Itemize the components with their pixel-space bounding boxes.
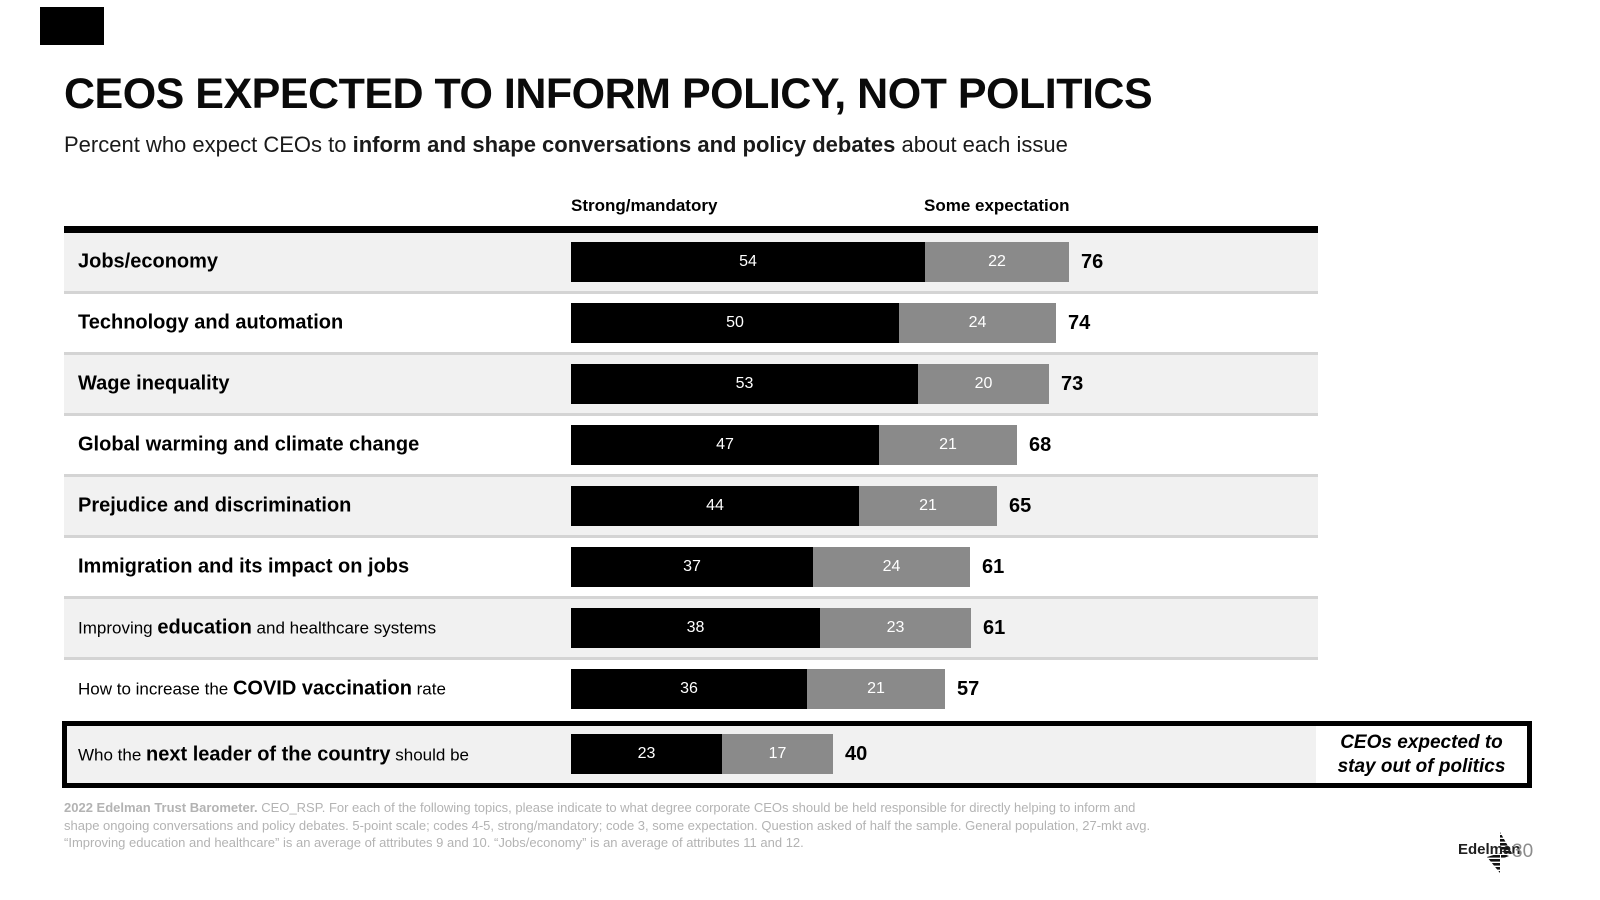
total-value: 65 bbox=[1009, 494, 1032, 517]
slide-title: CEOS EXPECTED TO INFORM POLICY, NOT POLI… bbox=[64, 70, 1153, 118]
category-label: Prejudice and discrimination bbox=[78, 494, 352, 517]
total-value: 68 bbox=[1029, 433, 1052, 456]
category-label: Who the next leader of the country shoul… bbox=[78, 743, 469, 766]
chart-rows: Jobs/economy 54 22 76 Technology and automat… bbox=[64, 233, 1318, 718]
bar-segment-some-expectation: 21 bbox=[859, 486, 997, 526]
callout-line2: stay out of politics bbox=[1337, 755, 1506, 777]
stacked-bar: 36 21 57 bbox=[571, 669, 979, 709]
callout-line1: CEOs expected to bbox=[1340, 731, 1503, 753]
callout-annotation: CEOs expected to stay out of politics bbox=[1316, 726, 1527, 783]
total-value: 61 bbox=[982, 555, 1005, 578]
row-divider bbox=[64, 474, 1318, 477]
stacked-bar: 37 24 61 bbox=[571, 547, 1004, 587]
row-divider bbox=[64, 291, 1318, 294]
chart-row: Technology and automation 50 24 74 bbox=[64, 294, 1318, 352]
row-divider bbox=[64, 535, 1318, 538]
footnote-line1: 2022 Edelman Trust Barometer. CEO_RSP. F… bbox=[64, 800, 1136, 815]
total-value: 76 bbox=[1081, 250, 1104, 273]
category-label: Immigration and its impact on jobs bbox=[78, 555, 410, 578]
category-label: Global warming and climate change bbox=[78, 433, 420, 456]
bar-segment-strong-mandatory: 53 bbox=[571, 364, 918, 404]
chart-row: Immigration and its impact on jobs 37 24 61 bbox=[64, 538, 1318, 596]
stacked-bar: 38 23 61 bbox=[571, 608, 1005, 648]
category-label: Improving education and healthcare syste… bbox=[78, 616, 437, 639]
category-label: Technology and automation bbox=[78, 311, 344, 334]
row-divider bbox=[64, 657, 1318, 660]
stacked-bar: 47 21 68 bbox=[571, 425, 1051, 465]
source-footnote: 2022 Edelman Trust Barometer. CEO_RSP. F… bbox=[64, 799, 1324, 852]
column-header-some-expectation: Some expectation bbox=[924, 196, 1070, 215]
slide-subtitle: Percent who expect CEOs to inform and sh… bbox=[64, 132, 1364, 158]
bar-segment-strong-mandatory: 38 bbox=[571, 608, 820, 648]
chart-row: Global warming and climate change 47 21 68 bbox=[64, 416, 1318, 474]
row-divider bbox=[64, 596, 1318, 599]
category-label: How to increase the COVID vaccination ra… bbox=[78, 677, 446, 700]
chart-row: Who the next leader of the country shoul… bbox=[67, 726, 1316, 784]
bar-segment-some-expectation: 24 bbox=[899, 303, 1056, 343]
stacked-bar: 23 17 40 bbox=[571, 734, 867, 774]
column-header-strong-mandatory: Strong/mandatory bbox=[571, 196, 718, 215]
row-divider bbox=[64, 352, 1318, 355]
bar-segment-some-expectation: 23 bbox=[820, 608, 971, 648]
subtitle-prefix: Percent who expect CEOs to bbox=[64, 132, 353, 157]
chart-row: Wage inequality 53 20 73 bbox=[64, 355, 1318, 413]
total-value: 61 bbox=[983, 616, 1006, 639]
subtitle-bold: inform and shape conversations and polic… bbox=[352, 132, 896, 157]
stacked-bar: 53 20 73 bbox=[571, 364, 1083, 404]
bar-segment-strong-mandatory: 36 bbox=[571, 669, 807, 709]
category-label: Jobs/economy bbox=[78, 250, 219, 273]
stacked-bar: 54 22 76 bbox=[571, 242, 1103, 282]
edelman-logo-text: Edelman bbox=[1458, 841, 1521, 858]
corner-logo-block bbox=[40, 7, 104, 45]
footnote-line2: shape ongoing conversations and policy d… bbox=[64, 817, 1151, 833]
bar-segment-strong-mandatory: 54 bbox=[571, 242, 925, 282]
subtitle-suffix: about each issue bbox=[895, 132, 1068, 157]
bar-segment-some-expectation: 20 bbox=[918, 364, 1049, 404]
bar-segment-some-expectation: 21 bbox=[807, 669, 945, 709]
bar-segment-some-expectation: 17 bbox=[722, 734, 833, 774]
bar-segment-strong-mandatory: 44 bbox=[571, 486, 859, 526]
row-divider bbox=[64, 413, 1318, 416]
chart-row-last: Who the next leader of the country shoul… bbox=[67, 726, 1316, 783]
page-number: 30 bbox=[1512, 841, 1534, 862]
total-value: 40 bbox=[845, 742, 868, 765]
bar-segment-strong-mandatory: 23 bbox=[571, 734, 722, 774]
total-value: 74 bbox=[1068, 311, 1091, 334]
total-value: 73 bbox=[1061, 372, 1084, 395]
bar-segment-some-expectation: 24 bbox=[813, 547, 970, 587]
bar-segment-some-expectation: 21 bbox=[879, 425, 1017, 465]
stacked-bar: 44 21 65 bbox=[571, 486, 1031, 526]
bar-segment-strong-mandatory: 37 bbox=[571, 547, 813, 587]
stacked-bar: 50 24 74 bbox=[571, 303, 1090, 343]
category-label: Wage inequality bbox=[78, 372, 230, 395]
bar-segment-strong-mandatory: 50 bbox=[571, 303, 899, 343]
chart-row: How to increase the COVID vaccination ra… bbox=[64, 660, 1318, 718]
chart-row: Prejudice and discrimination 44 21 65 bbox=[64, 477, 1318, 535]
chart-row: Improving education and healthcare syste… bbox=[64, 599, 1318, 657]
edelman-logo-icon bbox=[1487, 832, 1513, 873]
bar-segment-some-expectation: 22 bbox=[925, 242, 1069, 282]
total-value: 57 bbox=[957, 677, 980, 700]
chart-row: Jobs/economy 54 22 76 bbox=[64, 233, 1318, 291]
chart-top-rule bbox=[64, 226, 1318, 233]
bar-segment-strong-mandatory: 47 bbox=[571, 425, 879, 465]
highlight-box: Who the next leader of the country shoul… bbox=[62, 721, 1532, 788]
footnote-line3: “Improving education and healthcare” is … bbox=[64, 835, 804, 850]
